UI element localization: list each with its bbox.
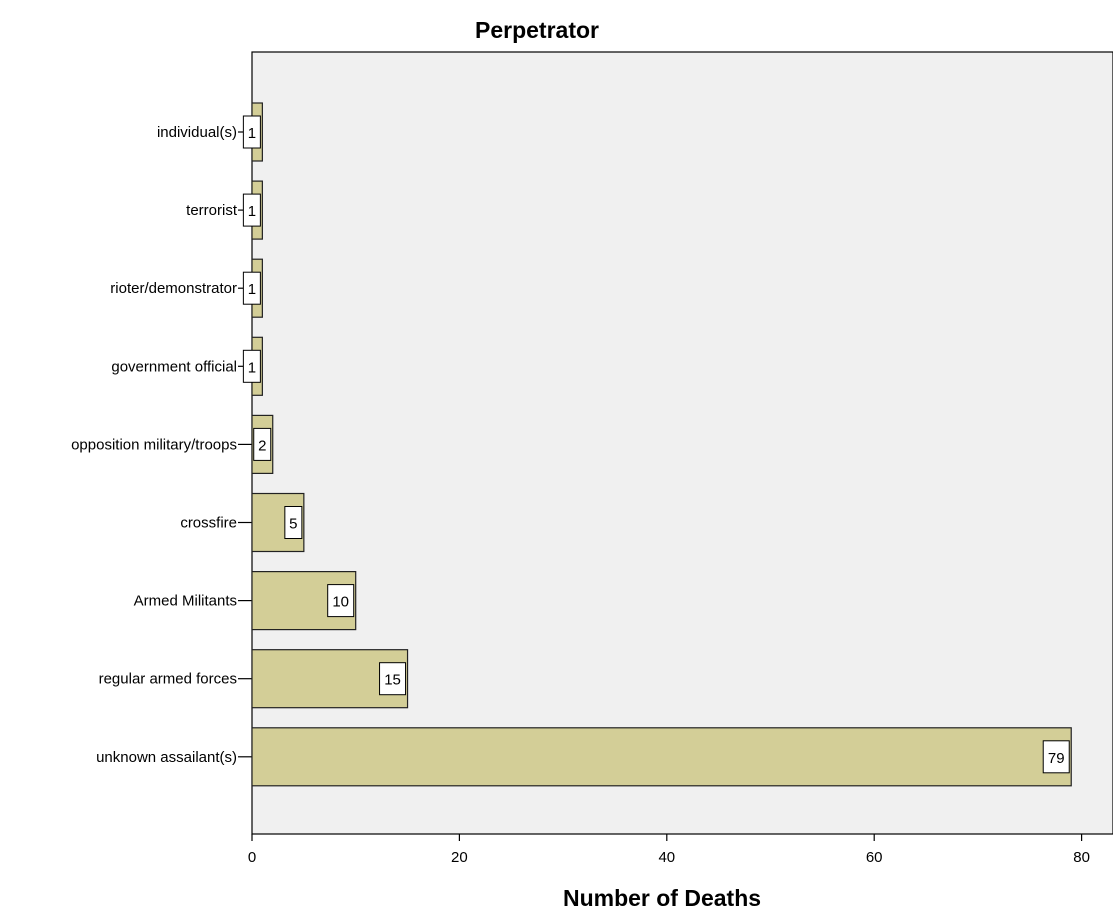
data-label-box (253, 427, 272, 461)
category-label: crossfire (180, 515, 237, 532)
x-axis-ticks: 0 20 40 60 80 (248, 834, 1090, 866)
data-label-box (242, 115, 261, 149)
x-tick-label: 20 (451, 849, 468, 866)
data-label-box (284, 506, 303, 539)
data-label: 15 (384, 672, 401, 689)
category-label: unknown assailant(s) (96, 749, 237, 766)
data-label-box (379, 662, 407, 696)
x-tick-label: 0 (248, 849, 256, 866)
data-label: 79 (1048, 750, 1065, 767)
x-tick-label: 40 (658, 849, 675, 866)
data-labels: 1 1 1 1 2 5 10 15 79 (242, 115, 1070, 774)
category-label: government official (111, 358, 237, 375)
plot-area (251, 51, 1113, 835)
data-label: 2 (258, 437, 266, 454)
data-label: 1 (248, 203, 256, 220)
data-label: 1 (248, 125, 256, 142)
data-label-box (242, 193, 261, 227)
data-label-box (242, 271, 261, 305)
data-label-box (242, 349, 261, 383)
data-label: 5 (289, 516, 297, 533)
category-label: Armed Militants (134, 593, 237, 610)
data-label: 10 (332, 594, 349, 611)
data-label: 1 (248, 281, 256, 298)
y-axis: individual(s) terrorist rioter/demonstrato… (71, 124, 252, 766)
category-label: regular armed forces (99, 671, 237, 688)
chart-title: Perpetrator (475, 17, 599, 43)
category-label: individual(s) (157, 124, 237, 141)
data-label: 1 (248, 359, 256, 376)
bar (251, 727, 1072, 787)
x-axis-title: Number of Deaths (563, 885, 761, 911)
x-tick-label: 60 (866, 849, 883, 866)
category-label: rioter/demonstrator (110, 280, 237, 297)
category-label: terrorist (186, 202, 238, 219)
data-label-box (1042, 740, 1070, 774)
data-label-box (327, 584, 355, 618)
x-tick-label: 80 (1073, 849, 1090, 866)
category-label: opposition military/troops (71, 436, 237, 453)
